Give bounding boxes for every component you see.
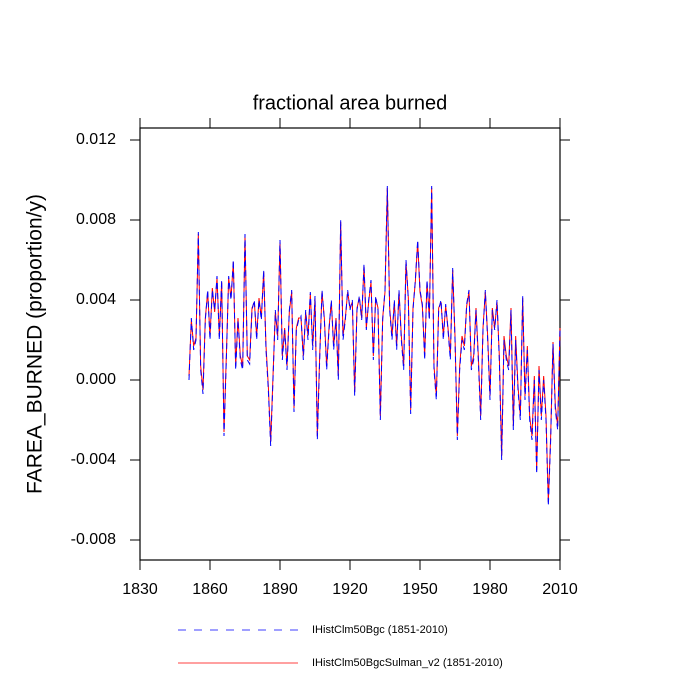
chart-title: fractional area burned (253, 92, 448, 114)
legend-label: IHistClm50BgcSulman_v2 (1851-2010) (312, 657, 503, 669)
x-tick-label: 1830 (122, 581, 158, 598)
y-tick-label: 0.008 (76, 211, 116, 228)
y-axis-label: FAREA_BURNED (proportion/y) (24, 194, 47, 494)
y-tick-label: 0.000 (76, 371, 116, 388)
y-tick-label: -0.004 (71, 451, 116, 468)
x-tick-label: 1950 (402, 581, 438, 598)
y-tick-label: 0.012 (76, 131, 116, 148)
series-line (188, 185, 561, 507)
plot-frame (139, 127, 561, 561)
legend-label: IHistClm50Bgc (1851-2010) (312, 624, 448, 636)
y-tick-label: 0.004 (76, 291, 116, 308)
x-tick-label: 1980 (472, 581, 508, 598)
y-tick-label: -0.008 (71, 531, 116, 548)
x-tick-label: 1860 (192, 581, 228, 598)
x-tick-label: 1920 (332, 581, 368, 598)
x-tick-label: 2010 (542, 581, 578, 598)
x-tick-label: 1890 (262, 581, 298, 598)
